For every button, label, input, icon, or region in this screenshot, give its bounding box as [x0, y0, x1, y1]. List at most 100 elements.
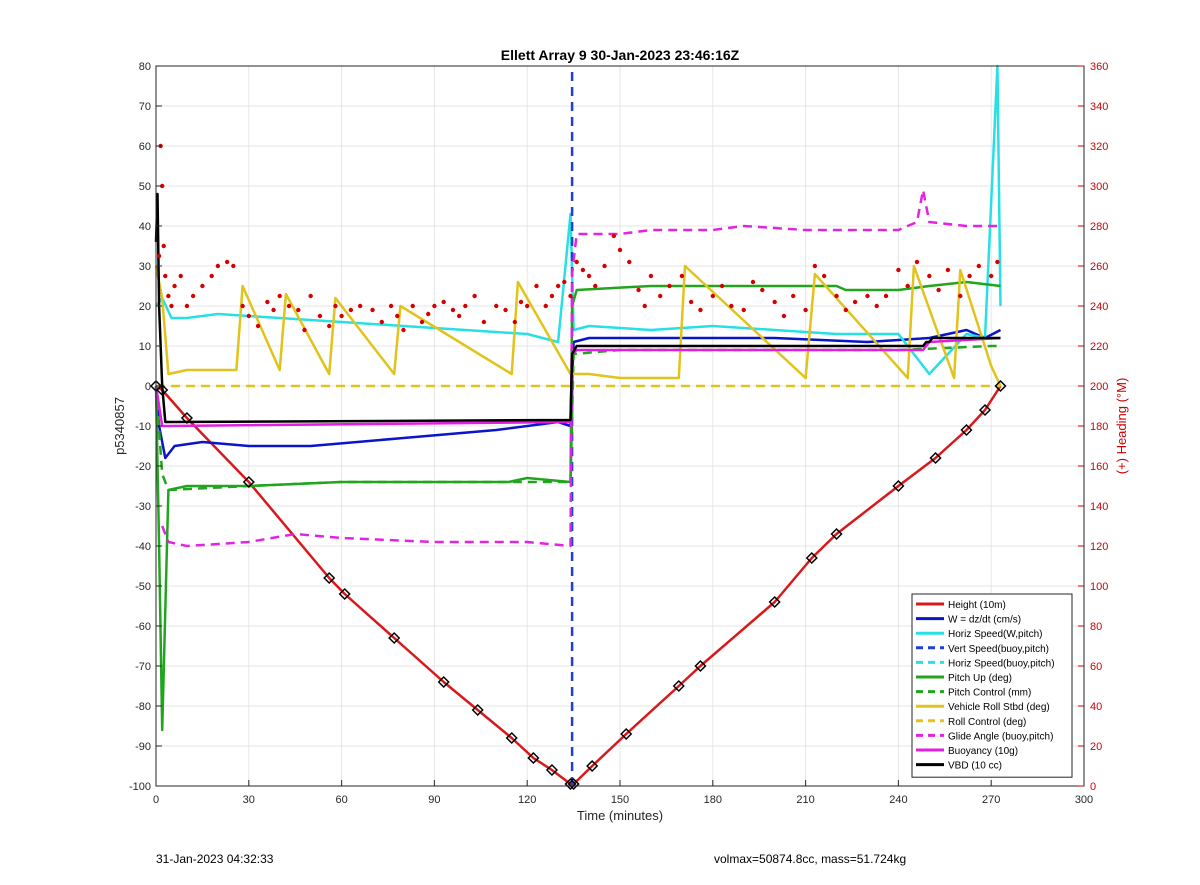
- y-axis-ticks: -100-90-80-70-60-50-40-30-20-10010203040…: [129, 61, 162, 793]
- heading-point: [883, 293, 889, 299]
- heading-point: [648, 273, 654, 279]
- x-tick-label: 210: [796, 794, 814, 806]
- heading-point: [240, 303, 245, 309]
- y2-tick-label: 340: [1090, 101, 1108, 113]
- heading-point: [472, 293, 477, 299]
- y-tick-label: -60: [135, 621, 151, 633]
- height-marker: [242, 475, 255, 489]
- heading-point: [370, 307, 375, 313]
- heading-point: [958, 293, 963, 299]
- heading-point: [812, 263, 818, 269]
- legend-label: VBD (10 cc): [948, 761, 1002, 772]
- heading-point: [821, 273, 827, 279]
- heading-point: [781, 313, 787, 319]
- heading-point: [481, 319, 487, 325]
- heading-point: [543, 303, 548, 309]
- heading-point: [348, 307, 354, 313]
- heading-point: [401, 327, 406, 333]
- x-tick-label: 0: [153, 794, 159, 806]
- heading-point: [688, 299, 694, 305]
- heading-point: [246, 313, 251, 319]
- heading-point: [166, 293, 171, 299]
- height-markers: [149, 379, 1007, 791]
- legend-label: Pitch Up (deg): [948, 673, 1012, 684]
- heading-point: [679, 273, 685, 279]
- y-tick-label: 70: [139, 101, 151, 113]
- series-glide-angle-buoy-pitch: [161, 188, 1001, 548]
- footer-timestamp: 31-Jan-2023 04:32:33: [156, 852, 274, 866]
- heading-point: [172, 283, 177, 289]
- heading-point: [719, 283, 725, 289]
- heading-point: [215, 263, 221, 269]
- heading-point: [989, 273, 994, 279]
- legend: Height (10m) W = dz/dt (cm/s) Horiz Speed(…: [911, 593, 1073, 778]
- height-marker: [620, 727, 633, 741]
- x-axis-ticks: 0 30 60 90 120 150 180 210 240 270 300: [153, 780, 1093, 806]
- y-tick-label: 60: [139, 141, 151, 153]
- height-marker: [960, 423, 973, 437]
- heading-point: [729, 303, 734, 309]
- heading-point: [190, 293, 196, 299]
- y2-tick-label: 0: [1090, 781, 1096, 793]
- heading-point: [494, 303, 499, 309]
- heading-point: [658, 293, 663, 299]
- heading-point: [327, 323, 332, 329]
- heading-point: [231, 263, 236, 269]
- heading-point: [163, 273, 168, 279]
- heading-point: [534, 283, 539, 289]
- x-tick-label: 90: [428, 794, 440, 806]
- series-pitch-control-mm: [154, 344, 1001, 492]
- heading-point: [760, 287, 765, 293]
- heading-point: [874, 303, 879, 309]
- heading-point: [995, 259, 1000, 265]
- heading-point: [518, 299, 524, 305]
- heading-point: [410, 303, 415, 309]
- legend-box: [911, 593, 1073, 778]
- series-vbd-10-cc: [154, 192, 1001, 424]
- heading-point: [156, 253, 162, 259]
- height-marker: [388, 631, 401, 645]
- height-marker: [694, 659, 707, 673]
- y-tick-label: 20: [139, 301, 151, 313]
- heading-point: [388, 303, 394, 309]
- x-axis-label: Time (minutes): [577, 808, 663, 823]
- heading-point: [852, 299, 858, 305]
- heading-point: [308, 293, 313, 299]
- y2-tick-label: 40: [1090, 701, 1102, 713]
- y2-tick-label: 160: [1090, 461, 1108, 473]
- heading-point: [512, 319, 518, 325]
- y2-tick-label: 120: [1090, 541, 1108, 553]
- heading-point: [967, 273, 972, 279]
- heading-point: [357, 303, 363, 309]
- y2-tick-label: 240: [1090, 301, 1108, 313]
- heading-point: [432, 303, 437, 309]
- heading-point: [562, 279, 567, 285]
- heading-point: [976, 263, 982, 269]
- series-w-dz-dt-cm-s: [154, 328, 1002, 460]
- height-marker: [338, 587, 351, 601]
- series-vehicle-roll-stbd-deg: [154, 264, 1002, 387]
- heading-point: [224, 259, 230, 265]
- height-marker: [505, 731, 518, 745]
- legend-label: Horiz Speed(W,pitch): [948, 629, 1042, 640]
- heading-point: [865, 293, 870, 299]
- height-marker: [437, 675, 450, 689]
- heading-point: [286, 303, 292, 309]
- heading-point: [184, 303, 190, 309]
- heading-point: [568, 293, 573, 299]
- y-tick-label: 80: [139, 61, 151, 73]
- y2-tick-label: 20: [1090, 741, 1102, 753]
- heading-point: [602, 263, 607, 269]
- height-marker: [978, 403, 992, 417]
- y2-tick-label: 300: [1090, 181, 1108, 193]
- heading-point: [667, 283, 672, 289]
- y-tick-label: -90: [135, 741, 151, 753]
- y2-axis-ticks: 0 20 40 60 80 100 120 140 160 180 200 220 240 260 280 3…: [1078, 61, 1108, 793]
- height-marker: [323, 571, 336, 585]
- heading-point: [209, 273, 214, 279]
- height-marker: [527, 751, 540, 765]
- heading-point: [945, 267, 951, 273]
- heading-point: [379, 319, 385, 325]
- x-tick-label: 300: [1075, 794, 1093, 806]
